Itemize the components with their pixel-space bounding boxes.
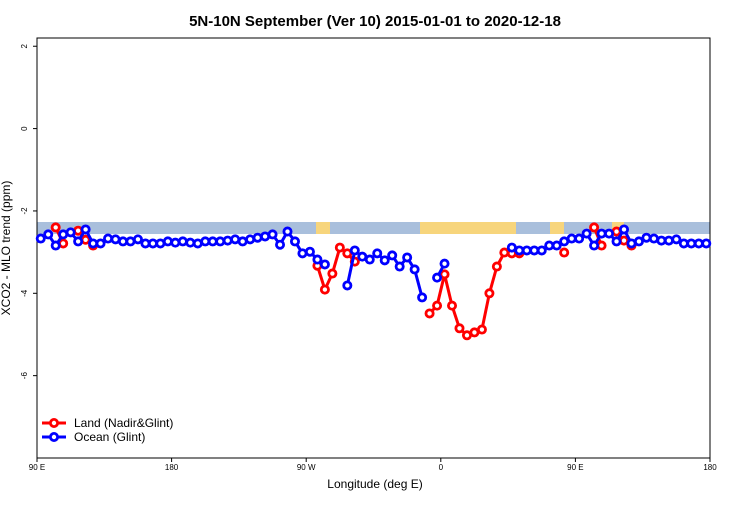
y-tick-label: 2	[20, 43, 29, 48]
point	[364, 254, 375, 265]
x-tick-label: 90 E	[567, 463, 583, 472]
point	[80, 224, 91, 235]
point	[424, 308, 435, 319]
point	[491, 261, 502, 272]
point	[447, 300, 458, 311]
point	[671, 234, 682, 245]
y-tick-label: -6	[20, 372, 29, 380]
point	[327, 268, 338, 279]
point	[50, 222, 61, 233]
land-band	[550, 222, 564, 234]
y-axis-label: XCO2 - MLO trend (ppm)	[0, 181, 13, 316]
point	[402, 252, 413, 263]
point	[65, 227, 76, 238]
point	[633, 236, 644, 247]
point	[222, 235, 233, 246]
legend-label: Ocean (Glint)	[74, 430, 145, 444]
legend-marker	[49, 417, 60, 428]
x-tick-label: 180	[165, 463, 179, 472]
x-tick-label: 0	[439, 463, 444, 472]
point	[536, 245, 547, 256]
point	[476, 324, 487, 335]
point	[95, 238, 106, 249]
point	[297, 248, 308, 259]
point	[372, 248, 383, 259]
point	[589, 240, 600, 251]
point	[349, 245, 360, 256]
point	[387, 250, 398, 261]
point	[581, 228, 592, 239]
point	[574, 233, 585, 244]
point	[417, 292, 428, 303]
point	[432, 272, 443, 283]
point	[252, 232, 263, 243]
legend-marker	[49, 431, 60, 442]
point	[275, 239, 286, 250]
point	[35, 233, 46, 244]
point	[394, 261, 405, 272]
point	[245, 234, 256, 245]
point	[132, 234, 143, 245]
point	[432, 300, 443, 311]
point	[454, 323, 465, 334]
point	[73, 225, 84, 236]
point	[409, 264, 420, 275]
point	[379, 255, 390, 266]
point	[289, 236, 300, 247]
point	[619, 224, 630, 235]
surface-band	[37, 222, 710, 234]
point	[439, 269, 450, 280]
point	[499, 247, 510, 258]
chart-title: 5N-10N September (Ver 10) 2015-01-01 to …	[189, 13, 561, 30]
x-tick-label: 90 E	[29, 463, 45, 472]
point	[319, 284, 330, 295]
plot-frame	[36, 37, 711, 459]
point	[282, 226, 293, 237]
point	[604, 228, 615, 239]
x-tick-label: 90 W	[297, 463, 316, 472]
point	[267, 229, 278, 240]
point	[663, 235, 674, 246]
land-band	[316, 222, 330, 234]
point	[215, 236, 226, 247]
y-tick-label: -2	[20, 207, 29, 215]
point	[312, 254, 323, 265]
y-tick-label: -4	[20, 289, 29, 297]
x-axis-label: Longitude (deg E)	[327, 477, 422, 491]
point	[641, 232, 652, 243]
point	[334, 242, 345, 253]
point	[611, 236, 622, 247]
legend-label: Land (Nadir&Glint)	[74, 416, 173, 430]
point	[185, 237, 196, 248]
point	[701, 238, 712, 249]
land-band	[420, 222, 516, 234]
point	[589, 222, 600, 233]
point	[439, 258, 450, 269]
y-tick-label: 0	[20, 126, 29, 131]
point	[170, 237, 181, 248]
point	[103, 233, 114, 244]
point	[484, 288, 495, 299]
point	[319, 259, 330, 270]
point	[162, 236, 173, 247]
point	[304, 246, 315, 257]
point	[559, 247, 570, 258]
point	[342, 280, 353, 291]
point	[73, 236, 84, 247]
point	[551, 240, 562, 251]
point	[43, 229, 54, 240]
x-tick-label: 180	[703, 463, 717, 472]
point	[177, 236, 188, 247]
point	[50, 240, 61, 251]
